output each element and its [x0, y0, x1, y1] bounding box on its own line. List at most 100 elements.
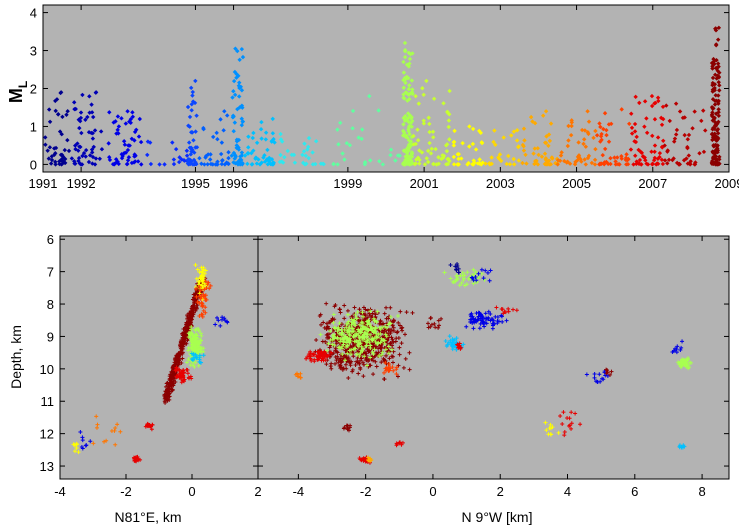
magnitude-point [53, 159, 58, 165]
hypocenter-point [388, 341, 393, 346]
hypocenter-point [357, 342, 362, 347]
magnitude-point [406, 64, 411, 69]
magnitude-point [132, 154, 137, 159]
hypocenter-point [388, 305, 393, 310]
hypocenter-point [327, 345, 332, 350]
magnitude-point [592, 157, 598, 163]
hypocenter-point [382, 311, 387, 316]
magnitude-point [222, 162, 228, 167]
hypocenter-point [569, 410, 574, 415]
magnitude-point [191, 138, 196, 143]
magnitude-point [712, 85, 717, 91]
x-tick-label: -4 [293, 484, 305, 499]
magnitude-point [472, 160, 477, 165]
magnitude-point [403, 113, 408, 119]
magnitude-point [47, 119, 53, 124]
magnitude-point [359, 136, 364, 142]
hypocenter-point [474, 311, 479, 316]
hypocenter-point [345, 308, 350, 313]
magnitude-point [713, 162, 719, 167]
magnitude-point [619, 156, 624, 161]
magnitude-point [318, 161, 324, 166]
hypocenter-point [456, 270, 461, 275]
magnitude-point [403, 157, 408, 163]
hypocenter-point [347, 325, 352, 330]
hypocenter-point [384, 305, 389, 310]
magnitude-point [46, 107, 52, 112]
hypocenter-point [181, 342, 186, 347]
hypocenter-point [442, 270, 447, 275]
hypocenter-point [372, 347, 377, 352]
hypocenter-point [326, 341, 331, 346]
magnitude-point [649, 93, 655, 99]
magnitude-point [409, 124, 414, 129]
hypocenter-point [388, 330, 393, 335]
magnitude-point [592, 162, 598, 167]
magnitude-point [86, 130, 92, 135]
hypocenter-point [186, 345, 191, 350]
hypocenter-point [318, 354, 323, 359]
hypocenter-point [400, 325, 405, 330]
hypocenter-point [449, 342, 454, 347]
hypocenter-point [194, 356, 199, 361]
hypocenter-point [197, 294, 202, 299]
hypocenter-point [340, 352, 345, 357]
magnitude-point [682, 115, 687, 120]
magnitude-point [131, 160, 137, 165]
magnitude-point [589, 160, 595, 166]
magnitude-point [714, 98, 719, 103]
hypocenter-point [190, 340, 195, 345]
magnitude-point [712, 88, 717, 93]
hypocenter-point [138, 457, 143, 462]
hypocenter-point [360, 310, 365, 315]
magnitude-point [684, 156, 689, 161]
magnitude-point [585, 109, 590, 114]
hypocenter-point [386, 351, 391, 356]
magnitude-point [240, 119, 246, 124]
magnitude-point [407, 83, 412, 88]
magnitude-point [650, 162, 655, 167]
magnitude-point [310, 150, 315, 155]
magnitude-point [631, 162, 636, 167]
hypocenter-point [194, 294, 199, 299]
magnitude-point [76, 155, 82, 161]
magnitude-point [566, 138, 571, 143]
hypocenter-point [394, 441, 399, 446]
hypocenter-point [403, 332, 408, 337]
magnitude-point [401, 160, 406, 165]
magnitude-point [625, 162, 631, 167]
hypocenter-point [349, 322, 354, 327]
magnitude-point [471, 158, 476, 163]
hypocenter-point [113, 442, 118, 447]
magnitude-point [599, 137, 604, 143]
magnitude-point [655, 95, 661, 100]
hypocenter-point [367, 343, 372, 348]
magnitude-point [302, 162, 308, 167]
magnitude-point [78, 115, 84, 121]
hypocenter-point [342, 316, 347, 321]
magnitude-point [75, 141, 80, 146]
magnitude-point [601, 162, 607, 167]
magnitude-point [549, 155, 555, 160]
magnitude-point [639, 150, 645, 156]
magnitude-point [649, 103, 655, 109]
magnitude-point [113, 119, 118, 124]
magnitude-point [716, 25, 722, 30]
hypocenter-point [345, 355, 350, 360]
magnitude-point [598, 124, 603, 130]
hypocenter-point [324, 301, 329, 306]
hypocenter-point [186, 375, 191, 380]
magnitude-point [602, 146, 608, 152]
magnitude-point [269, 139, 274, 144]
hypocenter-point [188, 374, 193, 379]
magnitude-point [235, 106, 240, 112]
magnitude-point [388, 147, 394, 152]
magnitude-point [184, 153, 190, 158]
magnitude-point [497, 152, 503, 157]
magnitude-point [666, 157, 672, 163]
hypocenter-point [468, 317, 473, 322]
magnitude-point [62, 156, 68, 162]
magnitude-point [413, 161, 418, 166]
magnitude-point [239, 46, 245, 52]
hypocenter-point [347, 336, 352, 341]
